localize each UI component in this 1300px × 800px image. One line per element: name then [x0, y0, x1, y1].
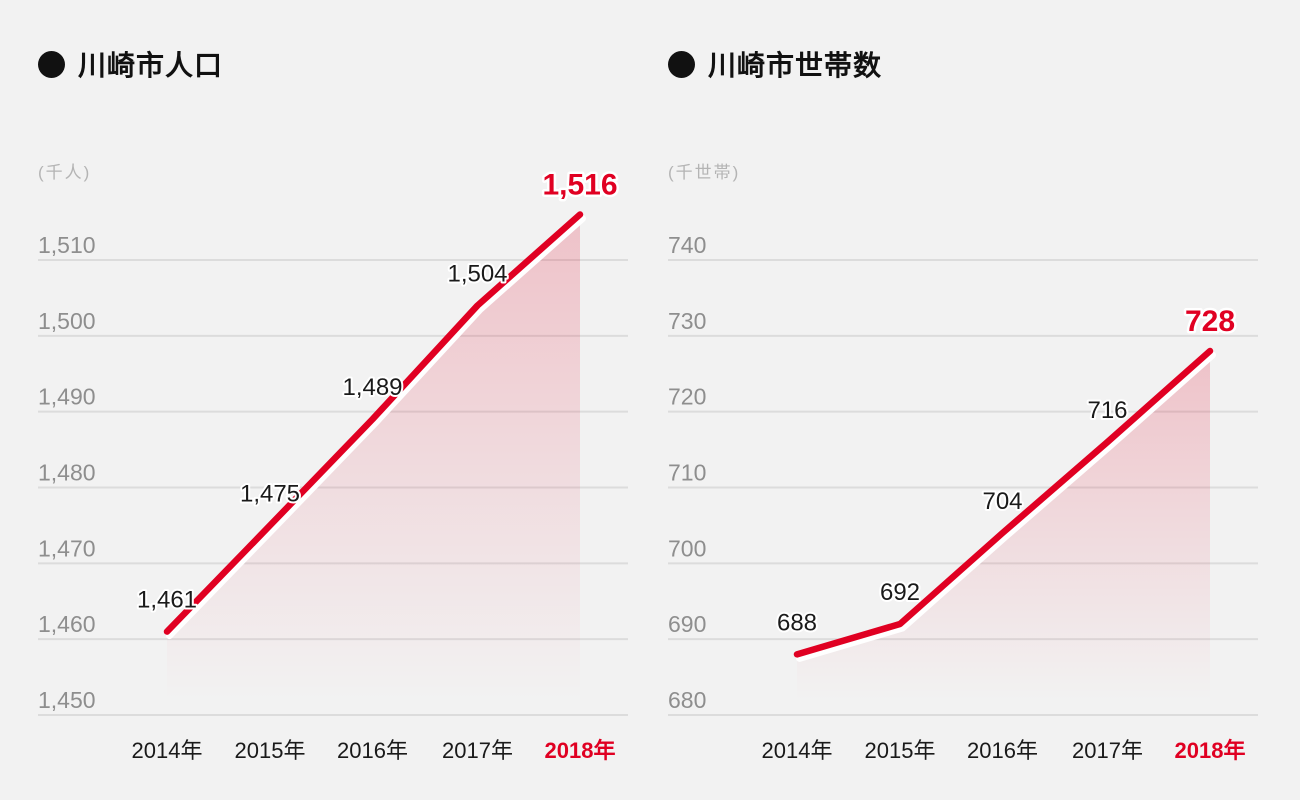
- households-line-chart: (千世帯) 740 730 720 710 700 690 680 688 692 704 716 72…: [668, 163, 1258, 763]
- data-line: [163, 211, 584, 635]
- x-axis-label: 2014年: [762, 738, 833, 763]
- data-point-label-highlight: 1,516: [542, 169, 617, 202]
- area-fill: [797, 350, 1210, 702]
- data-point-label: 1,475: [240, 480, 300, 507]
- x-axis-label: 2017年: [442, 738, 513, 763]
- x-axis-label-highlight: 2018年: [545, 738, 616, 763]
- y-axis-unit-label: (千人): [38, 163, 91, 182]
- y-tick-label: 1,500: [38, 308, 96, 334]
- data-point-label: 704: [982, 488, 1022, 515]
- y-tick-label: 680: [668, 687, 706, 713]
- y-tick-label: 1,450: [38, 687, 96, 713]
- y-tick-label: 720: [668, 384, 706, 410]
- population-line-chart: (千人) 1,510 1,500 1,490 1,480 1,470 1,460 1,450 1…: [38, 163, 628, 763]
- x-axis-label: 2016年: [337, 738, 408, 763]
- population-chart-title-text: 川崎市人口: [78, 50, 224, 81]
- y-tick-label: 690: [668, 611, 706, 637]
- y-tick-label: 730: [668, 308, 706, 334]
- households-chart-title: 川崎市世帯数: [668, 44, 882, 84]
- households-chart-title-text: 川崎市世帯数: [708, 50, 883, 81]
- x-axis-label: 2017年: [1072, 738, 1143, 763]
- x-axis-label: 2016年: [967, 738, 1038, 763]
- data-point-label: 716: [1087, 397, 1127, 424]
- population-chart-panel: 川崎市人口 (千人) 1,510 1,500 1,490 1,480 1,470 1,460…: [0, 0, 630, 800]
- bullet-icon: [38, 50, 65, 78]
- data-point-label: 688: [777, 609, 817, 636]
- data-point-label: 1,489: [342, 374, 402, 401]
- bullet-icon: [668, 50, 695, 78]
- line-underlay: [166, 215, 586, 640]
- data-point-label: 692: [880, 579, 920, 606]
- households-chart-panel: 川崎市世帯数 (千世帯) 740 730 720 710 700 690 680 688 692 7…: [630, 0, 1300, 800]
- area-fill: [167, 214, 580, 703]
- y-tick-label: 1,470: [38, 535, 96, 561]
- y-tick-label: 1,480: [38, 459, 96, 485]
- y-tick-label: 1,490: [38, 384, 96, 410]
- line-underlay: [796, 351, 1216, 662]
- data-point-label: 1,461: [137, 587, 197, 614]
- y-tick-label: 1,510: [38, 232, 96, 258]
- population-chart-title: 川崎市人口: [38, 44, 223, 84]
- y-axis-unit-label: (千世帯): [668, 163, 740, 182]
- x-axis-label: 2015年: [235, 738, 306, 763]
- data-line: [793, 347, 1214, 658]
- y-tick-label: 1,460: [38, 611, 96, 637]
- x-axis-label: 2014年: [132, 738, 203, 763]
- y-tick-label: 710: [668, 459, 706, 485]
- data-point-label-highlight: 728: [1185, 305, 1235, 338]
- y-tick-label: 740: [668, 232, 706, 258]
- y-tick-label: 700: [668, 535, 706, 561]
- x-axis-label-highlight: 2018年: [1175, 738, 1246, 763]
- data-point-label: 1,504: [447, 260, 507, 287]
- x-axis-label: 2015年: [865, 738, 936, 763]
